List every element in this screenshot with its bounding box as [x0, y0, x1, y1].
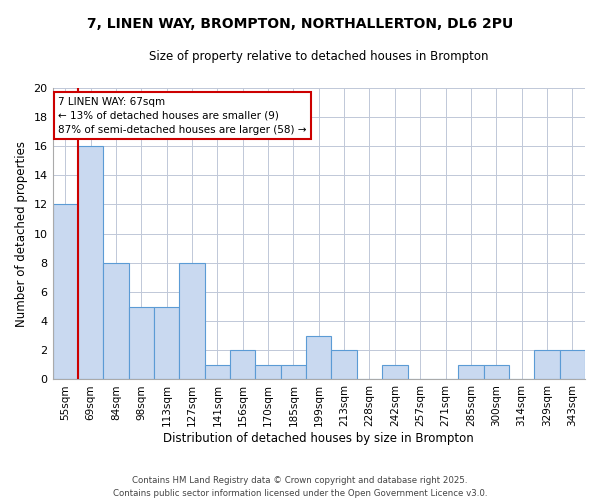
Bar	[230, 350, 256, 380]
Bar	[128, 306, 154, 380]
Bar	[78, 146, 103, 380]
Text: Contains HM Land Registry data © Crown copyright and database right 2025.
Contai: Contains HM Land Registry data © Crown c…	[113, 476, 487, 498]
Bar	[458, 365, 484, 380]
Title: Size of property relative to detached houses in Brompton: Size of property relative to detached ho…	[149, 50, 488, 63]
Bar	[534, 350, 560, 380]
Bar	[331, 350, 357, 380]
Text: 7 LINEN WAY: 67sqm
← 13% of detached houses are smaller (9)
87% of semi-detached: 7 LINEN WAY: 67sqm ← 13% of detached hou…	[58, 96, 307, 134]
Bar	[256, 365, 281, 380]
Bar	[382, 365, 407, 380]
Bar	[484, 365, 509, 380]
Bar	[281, 365, 306, 380]
Text: 7, LINEN WAY, BROMPTON, NORTHALLERTON, DL6 2PU: 7, LINEN WAY, BROMPTON, NORTHALLERTON, D…	[87, 18, 513, 32]
Bar	[306, 336, 331, 380]
Bar	[179, 263, 205, 380]
Bar	[205, 365, 230, 380]
Bar	[560, 350, 585, 380]
Bar	[103, 263, 128, 380]
Y-axis label: Number of detached properties: Number of detached properties	[15, 140, 28, 326]
Bar	[53, 204, 78, 380]
Bar	[154, 306, 179, 380]
X-axis label: Distribution of detached houses by size in Brompton: Distribution of detached houses by size …	[163, 432, 474, 445]
